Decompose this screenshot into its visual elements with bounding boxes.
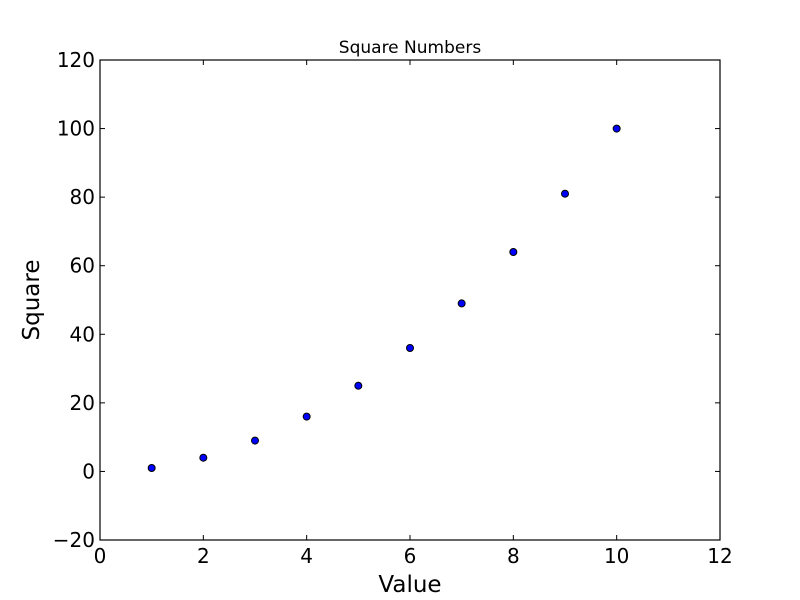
- x-tick-label: 0: [94, 544, 107, 568]
- data-point: [199, 453, 208, 462]
- y-tick-label: 60: [70, 254, 95, 278]
- x-tick-label: 12: [707, 544, 732, 568]
- data-point: [354, 381, 363, 390]
- y-tick-label: 80: [70, 185, 95, 209]
- x-axis-label: Value: [378, 572, 441, 598]
- data-point: [406, 344, 414, 352]
- y-tick-label: 20: [70, 391, 95, 415]
- y-tick-label: 100: [57, 117, 95, 141]
- chart-title: Square Numbers: [339, 38, 482, 58]
- data-point: [251, 436, 259, 445]
- x-tick-label: 10: [604, 544, 629, 568]
- y-tick-label: 120: [57, 48, 95, 72]
- data-points: [147, 124, 621, 472]
- data-point: [509, 248, 518, 256]
- data-point: [561, 189, 569, 198]
- y-tick-label: −20: [53, 528, 95, 552]
- data-point: [457, 299, 466, 308]
- x-tick-label: 8: [507, 544, 520, 568]
- data-point: [302, 412, 311, 421]
- data-point: [147, 464, 156, 472]
- plot-frame: [99, 59, 721, 541]
- x-tick-label: 2: [197, 544, 210, 568]
- x-tick-label: 6: [404, 544, 417, 568]
- y-tick-label: 0: [82, 459, 95, 483]
- y-axis-label: Square: [19, 260, 45, 341]
- data-point: [612, 124, 621, 133]
- y-tick-label: 40: [70, 322, 95, 346]
- x-tick-label: 4: [300, 544, 313, 568]
